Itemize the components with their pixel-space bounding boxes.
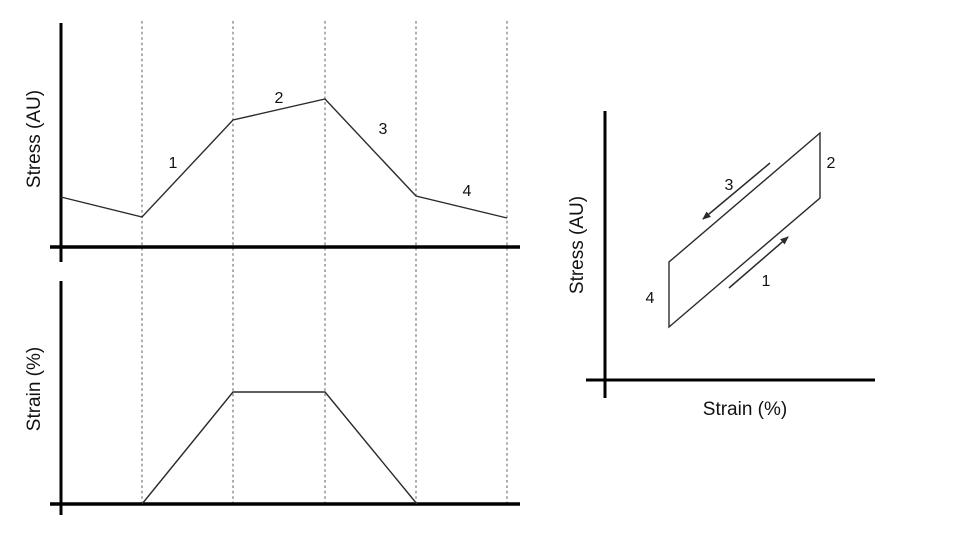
segment-label-2: 2 bbox=[275, 90, 284, 107]
loop-label-1: 1 bbox=[762, 273, 771, 290]
loop-label-3: 3 bbox=[725, 177, 734, 194]
stress-time-y-axis-label: Stress (AU) bbox=[24, 90, 45, 188]
strain-time-y-axis-label: Strain (%) bbox=[24, 347, 45, 431]
segment-label-3: 3 bbox=[379, 121, 388, 138]
hysteresis-x-axis-label: Strain (%) bbox=[703, 399, 787, 420]
segment-label-1: 1 bbox=[169, 155, 178, 172]
stress-curve bbox=[60, 98, 508, 219]
time-gridlines bbox=[141, 21, 508, 503]
strain-time-plot: Strain (%) bbox=[24, 281, 520, 515]
loop-label-4: 4 bbox=[646, 290, 655, 307]
hysteresis-segment-labels: 1 2 3 4 bbox=[646, 155, 836, 307]
unloading-arrow bbox=[702, 162, 771, 220]
hysteresis-y-axis-label: Stress (AU) bbox=[567, 196, 588, 294]
hysteresis-arrows bbox=[702, 162, 789, 289]
strain-curve bbox=[141, 391, 418, 505]
segment-label-4: 4 bbox=[463, 183, 472, 200]
hysteresis-loop bbox=[668, 131, 821, 329]
loop-label-2: 2 bbox=[827, 155, 836, 172]
hysteresis-plot: 1 2 3 4 Stress (AU) Strain (%) bbox=[567, 111, 875, 420]
loading-arrow bbox=[728, 236, 789, 289]
stress-segment-labels: 1 2 3 4 bbox=[169, 90, 472, 200]
stress-time-plot: 1 2 3 4 Stress (AU) bbox=[24, 23, 520, 262]
